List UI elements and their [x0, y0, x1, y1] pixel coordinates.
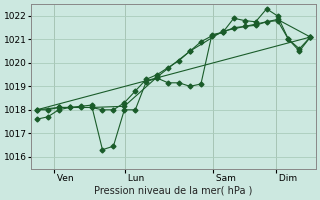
X-axis label: Pression niveau de la mer( hPa ): Pression niveau de la mer( hPa ) — [94, 186, 253, 196]
